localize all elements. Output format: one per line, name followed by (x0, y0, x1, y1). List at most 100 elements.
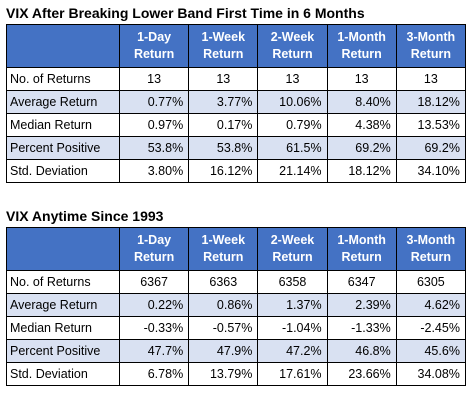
col-header-1-month: 1-Month Return (326, 227, 397, 271)
row-label: Median Return (6, 113, 120, 137)
col-header-line2: Return (341, 47, 382, 61)
header-row: 1-Day Return 1-Week Return 2-Week Return 1-… (6, 24, 466, 68)
table-cell: 34.10% (395, 159, 466, 183)
header-corner-cell (6, 227, 120, 271)
table-cell: 13 (395, 67, 466, 91)
table-cell: 0.77% (118, 90, 190, 114)
col-header-1-week: 1-Week Return (188, 227, 259, 271)
table-cell: 8.40% (326, 90, 397, 114)
table-cell: 47.9% (188, 339, 259, 363)
table-cell: 61.5% (257, 136, 328, 160)
col-header-line1: 1-Week (201, 233, 246, 247)
table-row: No. of Returns 6367 6363 6358 6347 6305 (6, 270, 466, 294)
table-cell: 45.6% (395, 339, 466, 363)
table-cell: -0.33% (118, 316, 190, 340)
col-header-1-day: 1-Day Return (118, 227, 190, 271)
table-cell: -1.33% (326, 316, 397, 340)
table-cell: 69.2% (395, 136, 466, 160)
table-cell: 21.14% (257, 159, 328, 183)
col-header-line1: 1-Month (337, 233, 386, 247)
col-header-line2: Return (272, 47, 313, 61)
table-cell: 13 (326, 67, 397, 91)
table-cell: 3.80% (118, 159, 190, 183)
table-row: Average Return 0.22% 0.86% 1.37% 2.39% 4… (6, 293, 466, 317)
table-cell: 53.8% (188, 136, 259, 160)
table-cell: 6347 (326, 270, 397, 294)
col-header-line1: 1-Month (337, 30, 386, 44)
col-header-line2: Return (341, 250, 382, 264)
row-label: No. of Returns (6, 67, 120, 91)
col-header-line2: Return (410, 47, 451, 61)
table-1-title: VIX After Breaking Lower Band First Time… (6, 5, 365, 21)
table-cell: 13 (188, 67, 259, 91)
col-header-line1: 3-Month (406, 30, 456, 44)
table-cell: 4.38% (326, 113, 397, 137)
table-cell: 18.12% (395, 90, 466, 114)
table-cell: -0.57% (188, 316, 259, 340)
table-cell: 0.97% (118, 113, 190, 137)
col-header-line1: 1-Day (137, 30, 172, 44)
table-cell: 0.86% (188, 293, 259, 317)
table-cell: 6.78% (118, 362, 190, 386)
table-cell: 0.79% (257, 113, 328, 137)
table-cell: 53.8% (118, 136, 190, 160)
stats-table-lower-band: 1-Day Return 1-Week Return 2-Week Return 1-… (6, 24, 466, 183)
col-header-line1: 2-Week (270, 233, 315, 247)
row-label: Average Return (6, 90, 120, 114)
table-cell: 6363 (188, 270, 259, 294)
table-row: Std. Deviation 3.80% 16.12% 21.14% 18.12… (6, 159, 466, 183)
col-header-2-week: 2-Week Return (257, 227, 328, 271)
table-cell: 23.66% (326, 362, 397, 386)
col-header-line2: Return (203, 250, 244, 264)
table-cell: 47.7% (118, 339, 190, 363)
table-cell: 13.53% (395, 113, 466, 137)
table-row: Median Return -0.33% -0.57% -1.04% -1.33… (6, 316, 466, 340)
table-cell: 2.39% (326, 293, 397, 317)
row-label: Average Return (6, 293, 120, 317)
table-cell: 6358 (257, 270, 328, 294)
table-cell: 47.2% (257, 339, 328, 363)
table-row: Percent Positive 47.7% 47.9% 47.2% 46.8%… (6, 339, 466, 363)
row-label: Percent Positive (6, 136, 120, 160)
table-row: No. of Returns 13 13 13 13 13 (6, 67, 466, 91)
col-header-line2: Return (133, 250, 175, 264)
row-label: Std. Deviation (6, 159, 120, 183)
table-cell: 69.2% (326, 136, 397, 160)
table-cell: 18.12% (326, 159, 397, 183)
table-cell: 6367 (118, 270, 190, 294)
table-row: Median Return 0.97% 0.17% 0.79% 4.38% 13… (6, 113, 466, 137)
header-corner-cell (6, 24, 120, 68)
table-cell: 3.77% (188, 90, 259, 114)
table-cell: 4.62% (395, 293, 466, 317)
row-label: Percent Positive (6, 339, 120, 363)
col-header-line1: 1-Day (137, 233, 172, 247)
table-cell: 16.12% (188, 159, 259, 183)
table-cell: 46.8% (326, 339, 397, 363)
row-label: Median Return (6, 316, 120, 340)
table-cell: 13.79% (188, 362, 259, 386)
table-row: Average Return 0.77% 3.77% 10.06% 8.40% … (6, 90, 466, 114)
table-cell: -2.45% (395, 316, 466, 340)
col-header-line2: Return (272, 250, 313, 264)
col-header-1-week: 1-Week Return (188, 24, 259, 68)
table-row: Percent Positive 53.8% 53.8% 61.5% 69.2%… (6, 136, 466, 160)
col-header-1-day: 1-Day Return (118, 24, 190, 68)
header-row: 1-Day Return 1-Week Return 2-Week Return 1-… (6, 227, 466, 271)
row-label: No. of Returns (6, 270, 120, 294)
table-2-title: VIX Anytime Since 1993 (6, 208, 164, 224)
col-header-3-month: 3-Month Return (395, 227, 466, 271)
table-cell: 17.61% (257, 362, 328, 386)
table-cell: 13 (257, 67, 328, 91)
table-cell: 0.17% (188, 113, 259, 137)
row-label: Std. Deviation (6, 362, 120, 386)
col-header-line1: 1-Week (201, 30, 246, 44)
col-header-line2: Return (410, 250, 451, 264)
table-cell: -1.04% (257, 316, 328, 340)
col-header-2-week: 2-Week Return (257, 24, 328, 68)
col-header-3-month: 3-Month Return (395, 24, 466, 68)
table-cell: 1.37% (257, 293, 328, 317)
table-cell: 34.08% (395, 362, 466, 386)
col-header-1-month: 1-Month Return (326, 24, 397, 68)
stats-table-since-1993: 1-Day Return 1-Week Return 2-Week Return 1-… (6, 227, 466, 386)
table-cell: 13 (118, 67, 190, 91)
